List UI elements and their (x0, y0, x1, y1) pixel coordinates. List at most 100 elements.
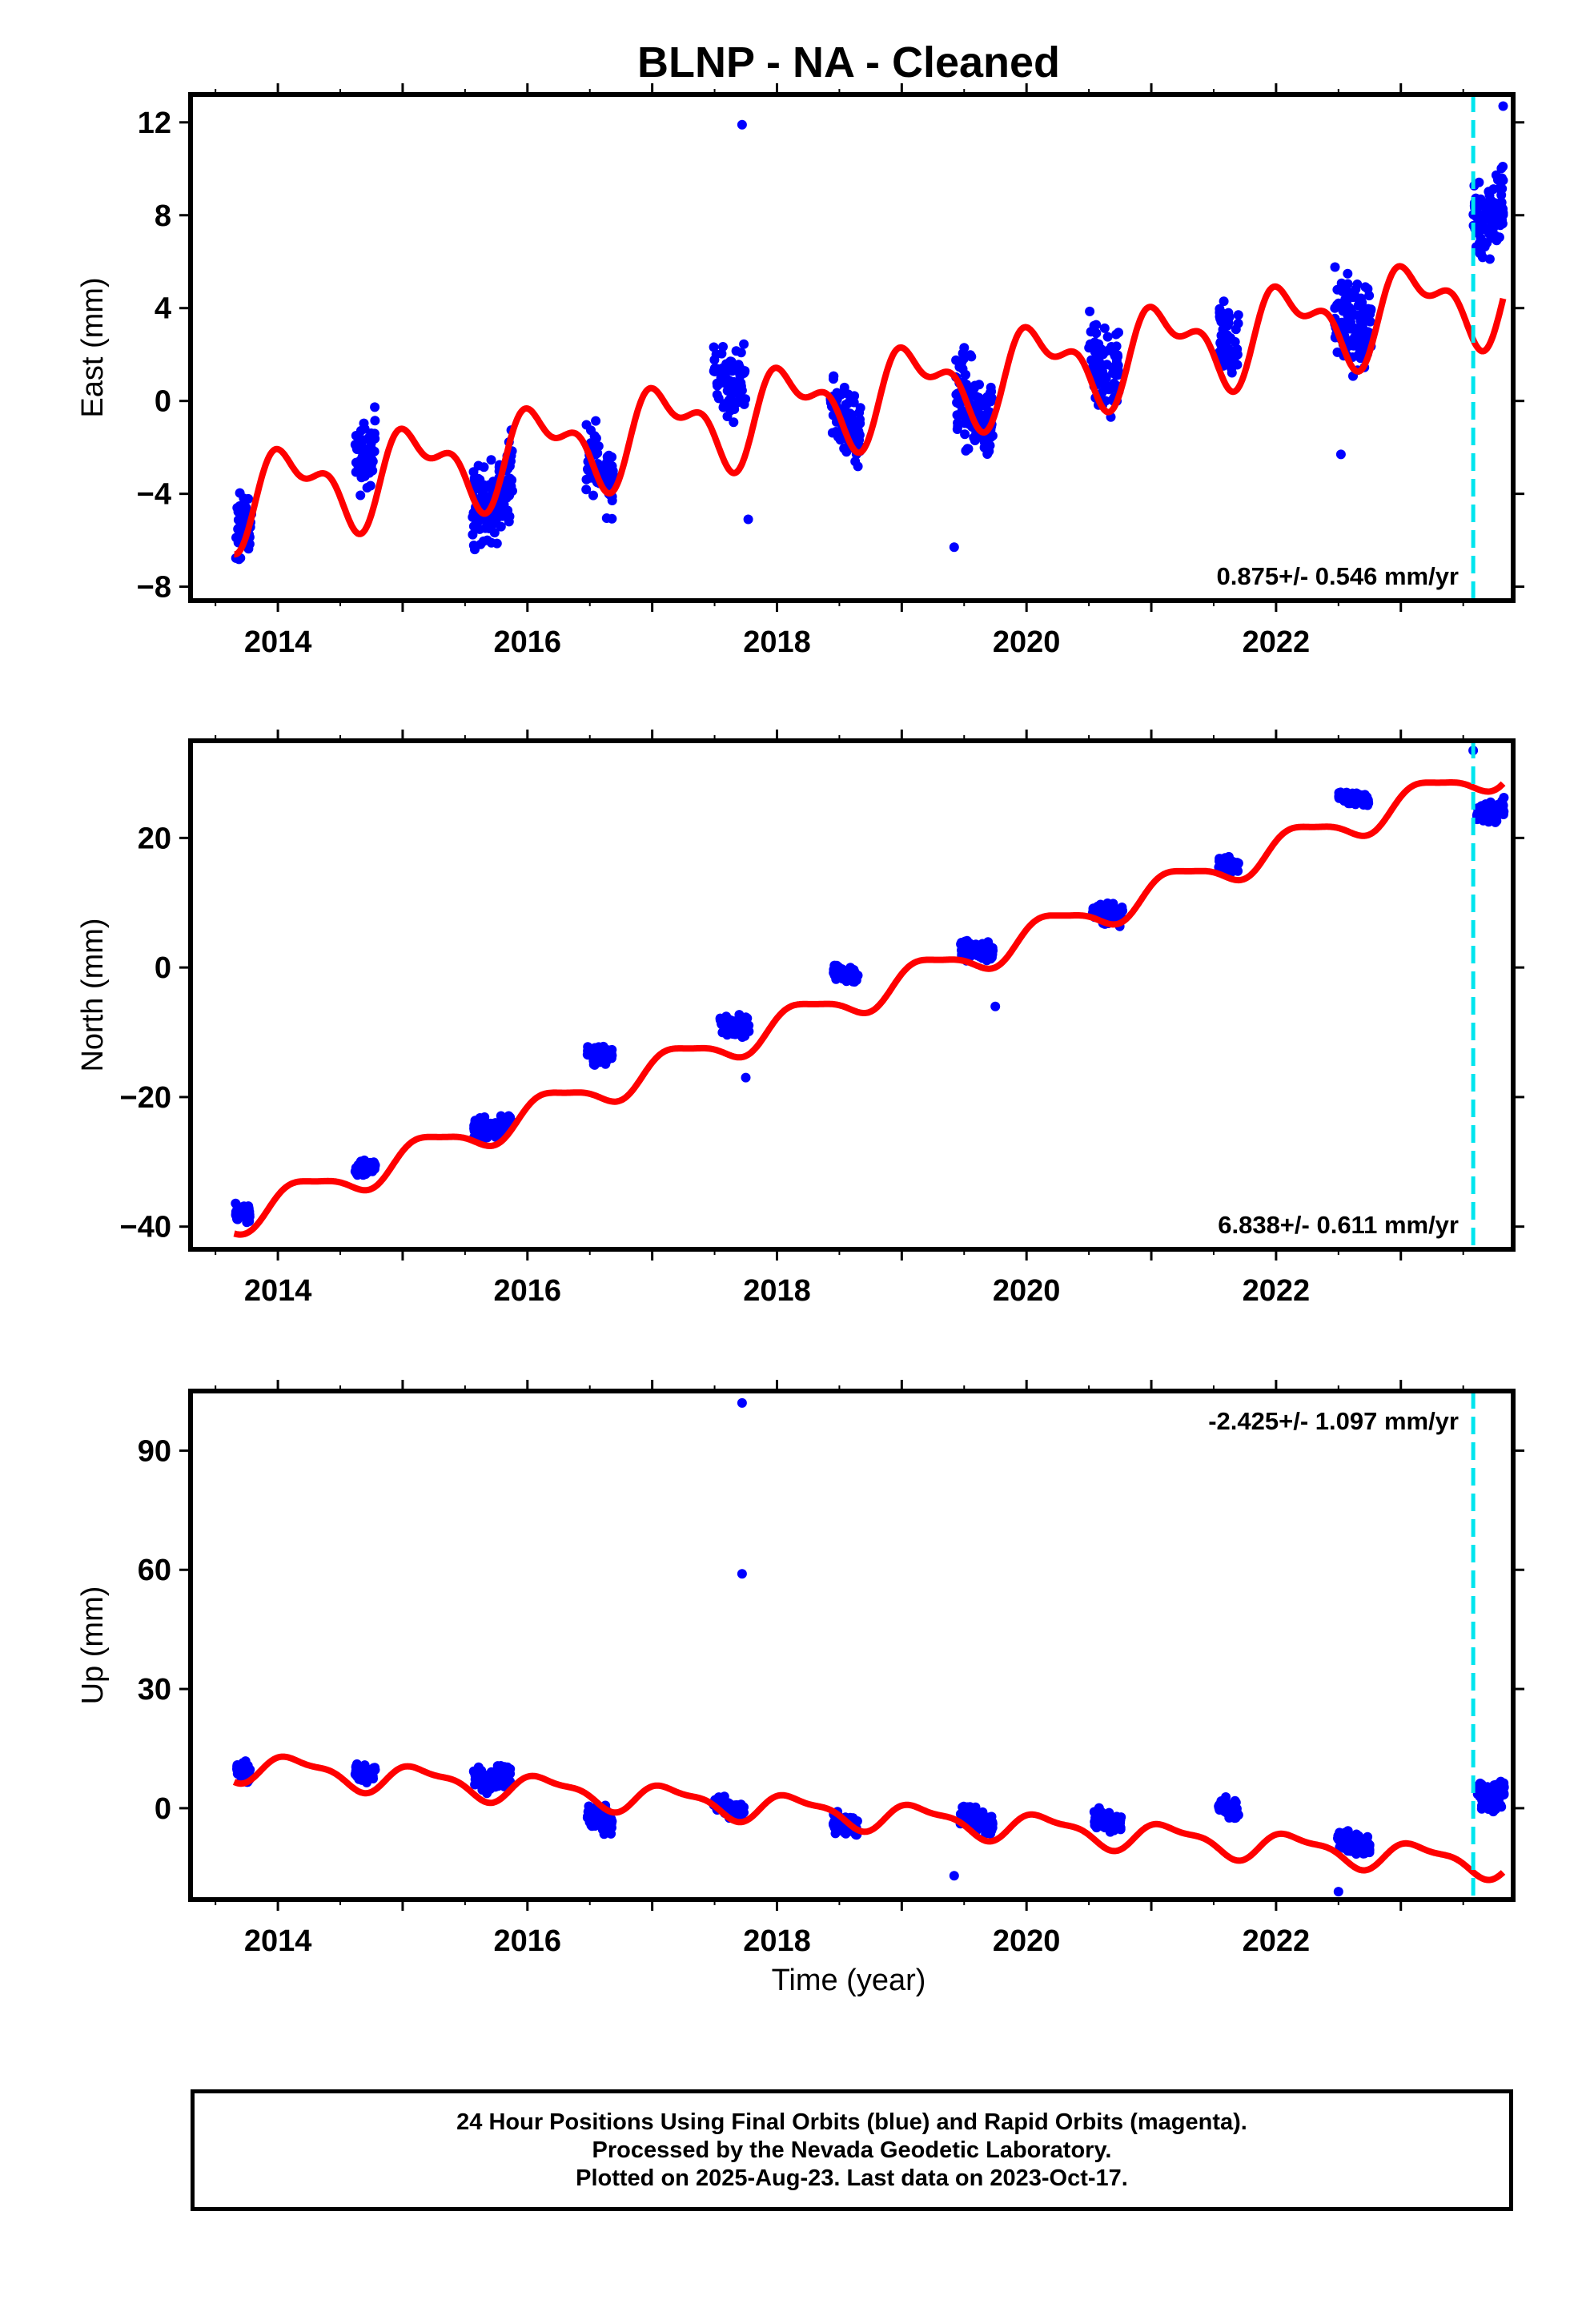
data-point (597, 1052, 608, 1063)
data-point (1110, 349, 1120, 360)
y-tick-label: −4 (137, 478, 171, 512)
data-point (853, 461, 863, 472)
data-point (1364, 1839, 1375, 1850)
data-point (495, 1122, 505, 1132)
data-point (1499, 793, 1509, 802)
data-point (1484, 1796, 1495, 1807)
data-point (496, 521, 506, 532)
data-point (1219, 296, 1229, 307)
data-point (1484, 187, 1494, 197)
data-point (480, 1128, 491, 1139)
data-point (957, 938, 966, 947)
data-point (355, 1168, 366, 1179)
data-point (232, 1214, 242, 1224)
data-point (370, 1161, 380, 1172)
data-point (709, 342, 719, 352)
y-tick-label: 0 (155, 951, 171, 985)
data-point (1484, 254, 1495, 264)
data-point (1490, 200, 1500, 211)
data-point (725, 394, 736, 404)
outlier-point (990, 1001, 1001, 1011)
data-point (1098, 1811, 1109, 1822)
x-tick-label: 2020 (993, 1274, 1061, 1308)
data-point (1362, 792, 1372, 802)
data-point (854, 408, 865, 418)
data-point (975, 1816, 986, 1827)
data-point (833, 966, 843, 976)
data-point (719, 376, 729, 385)
data-point (607, 496, 617, 505)
data-point (968, 1809, 978, 1819)
data-point (589, 1049, 600, 1059)
data-point (1223, 863, 1234, 874)
data-point (1486, 806, 1496, 816)
data-point (1486, 213, 1496, 223)
data-point (834, 1823, 845, 1833)
data-point (504, 481, 514, 492)
data-point (1476, 1779, 1487, 1790)
y-tick-label: 4 (155, 292, 171, 326)
data-point (739, 339, 749, 349)
data-point (486, 455, 496, 465)
data-point (1085, 306, 1095, 316)
y-tick-label: 8 (155, 199, 171, 233)
data-point (245, 1764, 255, 1775)
data-point (1114, 328, 1123, 338)
data-point (729, 417, 739, 428)
data-point (505, 1114, 516, 1124)
data-point (1352, 1842, 1363, 1852)
x-tick-label: 2016 (494, 625, 562, 659)
x-tick-label: 2020 (993, 1924, 1061, 1958)
outlier-point (737, 1397, 747, 1408)
y-tick-label: 30 (138, 1673, 171, 1707)
chart-title: BLNP - NA - Cleaned (637, 38, 1060, 86)
data-point (1484, 1804, 1494, 1814)
data-point (504, 490, 515, 501)
data-point (720, 366, 730, 376)
data-point (1106, 1813, 1117, 1823)
y-tick-label: 60 (138, 1554, 171, 1587)
data-point (238, 519, 248, 529)
data-point (978, 1807, 988, 1817)
data-point (712, 364, 722, 374)
data-point (469, 1767, 480, 1777)
data-point (1364, 1848, 1375, 1858)
data-point (1111, 341, 1122, 352)
panel-north: −40 −20 0 20 2014 2016 2018 2020 2022 North (mm) 6… (76, 730, 1524, 1308)
data-point (982, 408, 992, 419)
data-point (581, 485, 592, 495)
data-point (244, 1216, 255, 1226)
y-tick-label: 12 (138, 107, 171, 140)
outlier-point (949, 1871, 959, 1881)
data-point (1227, 368, 1237, 378)
data-point (1336, 278, 1347, 288)
x-tick-label: 2018 (743, 625, 811, 659)
data-point (982, 434, 993, 444)
x-tick-label: 2014 (244, 1924, 312, 1958)
data-point (470, 545, 480, 555)
data-point (584, 1801, 594, 1811)
data-point (1110, 364, 1120, 375)
data-point (1233, 310, 1243, 320)
data-point (1100, 383, 1110, 392)
data-point (362, 453, 372, 464)
data-point (1363, 283, 1373, 294)
x-tick-label: 2018 (743, 1924, 811, 1958)
data-point (588, 490, 598, 501)
data-point (480, 523, 491, 533)
outlier-point (949, 542, 959, 553)
data-point (599, 466, 609, 476)
data-point (725, 1799, 735, 1809)
x-tick-label: 2018 (743, 1274, 811, 1308)
data-point (355, 490, 366, 501)
data-point (738, 1806, 749, 1816)
model-line (232, 779, 1506, 1238)
plot-frame (188, 738, 1516, 1252)
panel-up: 0 30 60 90 2014 2016 2018 2020 2022 Up (mm) -2.425… (76, 1380, 1524, 1958)
x-tick-label: 2022 (1243, 625, 1311, 659)
data-point (1479, 1788, 1489, 1798)
data-point (231, 1198, 241, 1208)
data-point (735, 371, 745, 381)
data-point (1222, 337, 1231, 347)
